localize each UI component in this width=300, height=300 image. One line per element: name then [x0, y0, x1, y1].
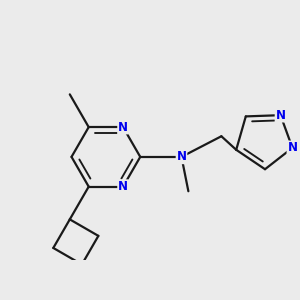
Text: N: N — [176, 150, 187, 164]
Text: N: N — [118, 121, 128, 134]
Text: N: N — [118, 180, 128, 193]
Text: N: N — [287, 141, 297, 154]
Text: N: N — [275, 109, 286, 122]
